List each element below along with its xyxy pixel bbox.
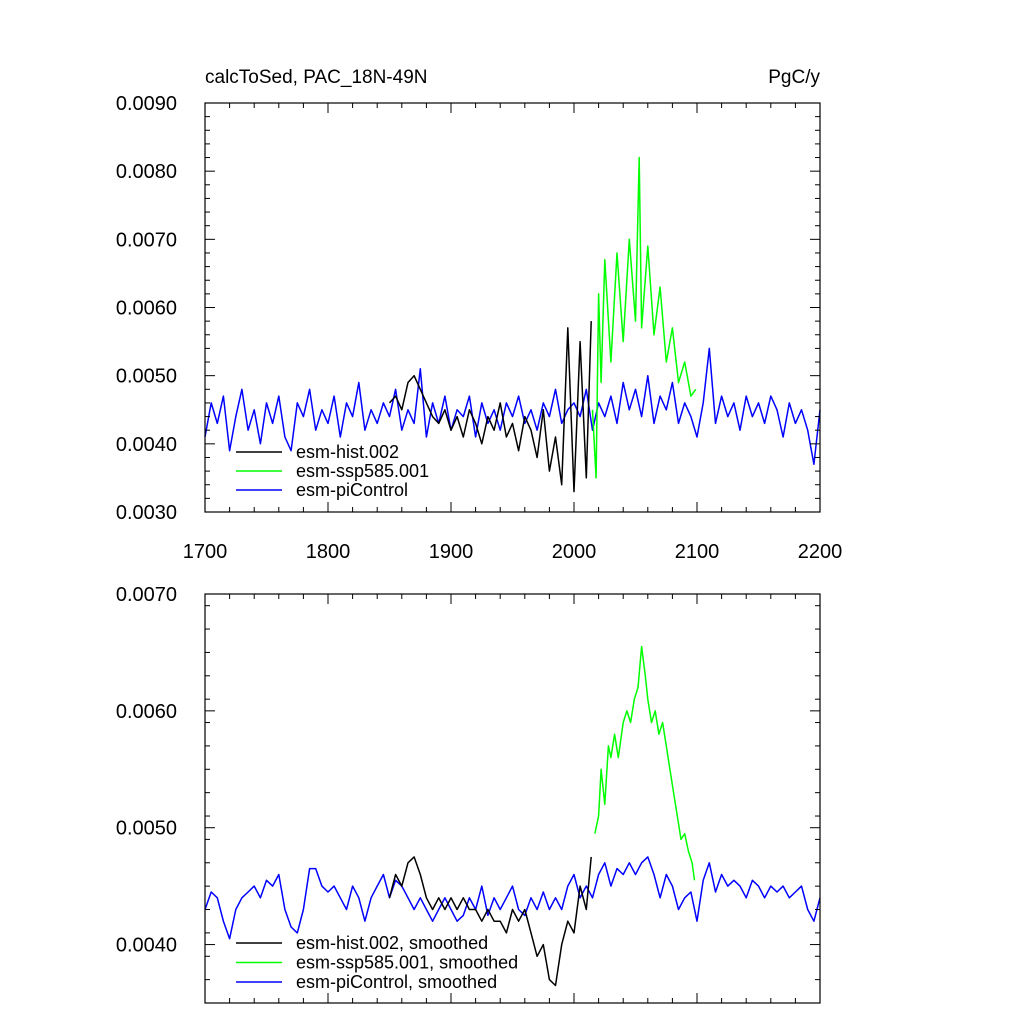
legend-label: esm-piControl, smoothed	[296, 972, 497, 992]
bottom-panel: 0.0040 0.0050 0.0060 0.0070 esm-hist.002, s…	[116, 584, 821, 1004]
legend-label: esm-hist.002, smoothed	[296, 933, 488, 953]
series-line-2	[204, 347, 821, 466]
y-tick-label: 0.0070	[116, 584, 177, 606]
y-tick-label: 0.0090	[116, 93, 177, 115]
y-tick-label: 0.0070	[116, 229, 177, 251]
x-tick-label: 2200	[798, 541, 843, 563]
chart-title: calcToSed, PAC_18N-49N	[205, 67, 427, 88]
legend-label: esm-ssp585.001, smoothed	[296, 953, 518, 973]
y-tick-label: 0.0040	[116, 935, 177, 957]
top-panel: calcToSed, PAC_18N-49N PgC/y 1700 1800 190…	[116, 67, 842, 563]
y-tick-label: 0.0030	[116, 502, 177, 524]
top-series-group	[204, 156, 821, 493]
y-tick-label: 0.0050	[116, 818, 177, 840]
series-line-1	[591, 156, 697, 479]
y-tick-label: 0.0060	[116, 701, 177, 723]
x-tick-label: 1800	[306, 541, 351, 563]
y-tick-label: 0.0060	[116, 298, 177, 320]
bottom-plot-frame	[204, 593, 821, 1004]
series-line-2	[204, 856, 821, 940]
legend-label: esm-ssp585.001	[296, 461, 429, 481]
x-tick-label: 1700	[183, 541, 228, 563]
series-line-0	[388, 856, 592, 987]
x-tick-label: 2000	[552, 541, 597, 563]
y-tick-label: 0.0080	[116, 161, 177, 183]
bottom-series-group	[204, 645, 821, 987]
series-line-1	[594, 645, 696, 881]
legend-label: esm-piControl	[296, 480, 408, 500]
units-label: PgC/y	[768, 67, 820, 88]
y-tick-label: 0.0050	[116, 366, 177, 388]
legend-label: esm-hist.002	[296, 442, 399, 462]
x-tick-label: 2100	[675, 541, 720, 563]
series-line-0	[388, 321, 592, 493]
y-tick-label: 0.0040	[116, 434, 177, 456]
x-tick-label: 1900	[429, 541, 474, 563]
